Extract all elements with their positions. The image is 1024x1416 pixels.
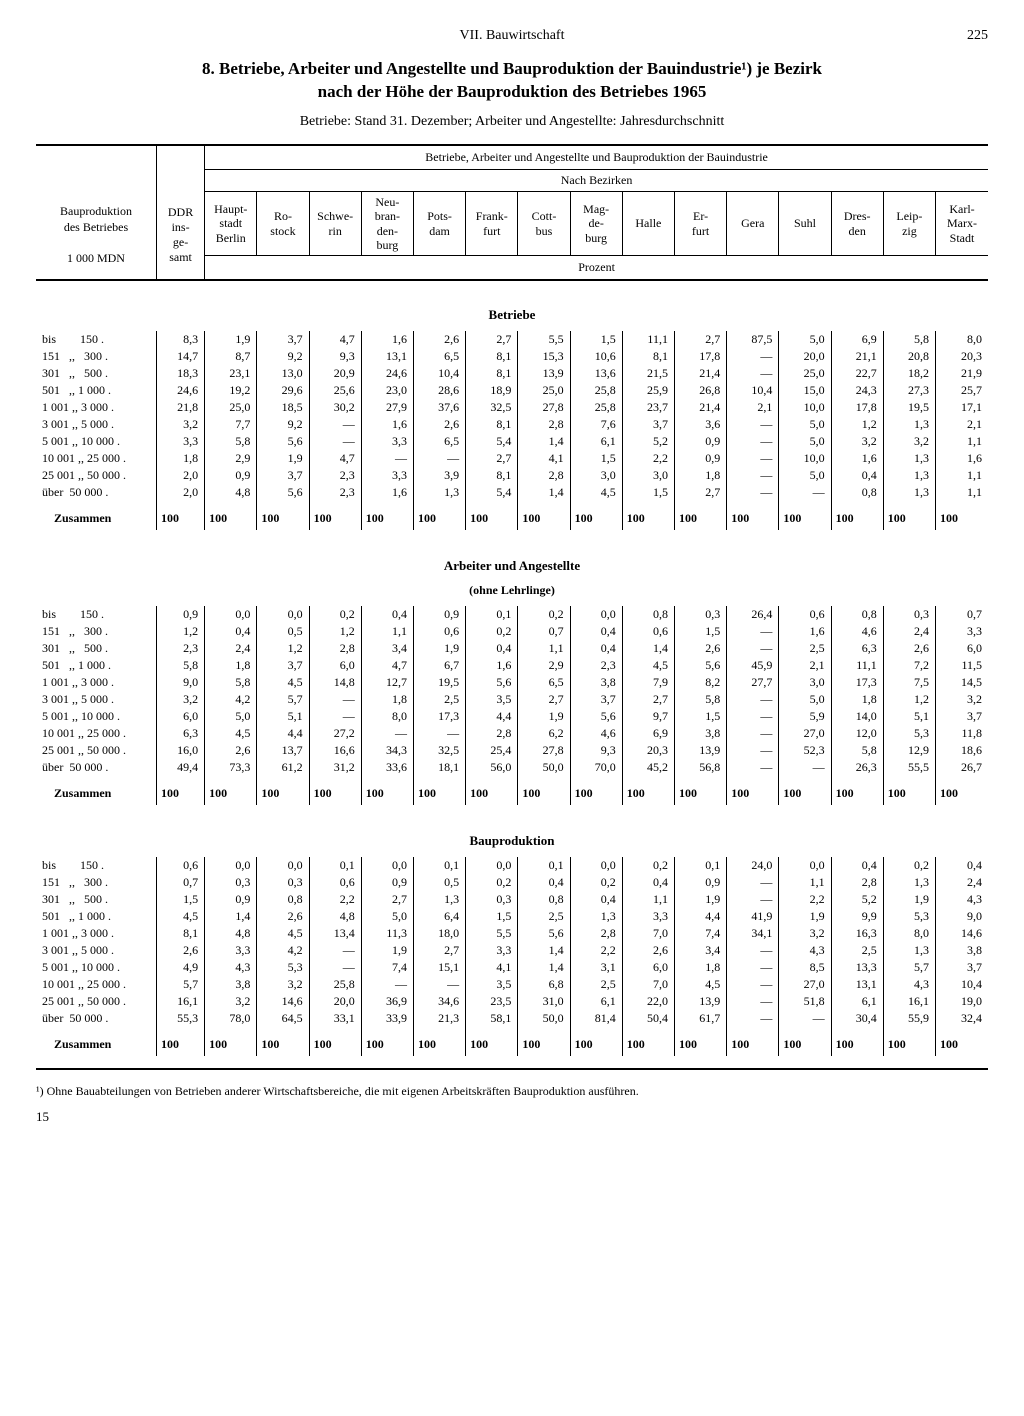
table-row: 3 001 ,, 5 000 .3,24,25,7—1,82,53,52,73,… [36, 691, 988, 708]
table-row: bis 150 .0,60,00,00,10,00,10,00,10,00,20… [36, 857, 988, 874]
table-row: 151 ,, 300 .1,20,40,51,21,10,60,20,70,40… [36, 623, 988, 640]
page-number: 225 [948, 28, 988, 44]
table-row: bis 150 .8,31,93,74,71,62,62,75,51,511,1… [36, 331, 988, 348]
table-row: 5 001 ,, 10 000 .3,35,85,6—3,36,55,41,46… [36, 433, 988, 450]
table-row: 25 001 ,, 50 000 .16,02,613,716,634,332,… [36, 742, 988, 759]
table-row: 151 ,, 300 .0,70,30,30,60,90,50,20,40,20… [36, 874, 988, 891]
table-row: 301 ,, 500 .2,32,41,22,83,41,90,41,10,41… [36, 640, 988, 657]
table-row: 1 001 ,, 3 000 .21,825,018,530,227,937,6… [36, 399, 988, 416]
footnote: ¹) Ohne Bauabteilungen von Betrieben and… [36, 1084, 988, 1099]
table-row: bis 150 .0,90,00,00,20,40,90,10,20,00,80… [36, 606, 988, 623]
table-row: über 50 000 .2,04,85,62,31,61,35,41,44,5… [36, 484, 988, 501]
table-row: 3 001 ,, 5 000 .3,27,79,2—1,62,68,12,87,… [36, 416, 988, 433]
table-row: 501 ,, 1 000 .24,619,229,625,623,028,618… [36, 382, 988, 399]
table-row: 10 001 ,, 25 000 .6,34,54,427,2——2,86,24… [36, 725, 988, 742]
chapter-title: VII. Bauwirtschaft [76, 28, 948, 44]
table-row: 10 001 ,, 25 000 .1,82,91,94,7——2,74,11,… [36, 450, 988, 467]
table-row: 1 001 ,, 3 000 .9,05,84,514,812,719,55,6… [36, 674, 988, 691]
table-row: 25 001 ,, 50 000 .2,00,93,72,33,33,98,12… [36, 467, 988, 484]
table-row: 301 ,, 500 .18,323,113,020,924,610,48,11… [36, 365, 988, 382]
table-row: 10 001 ,, 25 000 .5,73,83,225,8——3,56,82… [36, 976, 988, 993]
table-row: über 50 000 .49,473,361,231,233,618,156,… [36, 759, 988, 776]
data-table: Betriebe, Arbeiter und Angestellte und B… [36, 144, 988, 1071]
table-row: 25 001 ,, 50 000 .16,13,214,620,036,934,… [36, 993, 988, 1010]
table-row: 501 ,, 1 000 .5,81,83,76,04,76,71,62,92,… [36, 657, 988, 674]
table-row: 1 001 ,, 3 000 .8,14,84,513,411,318,05,5… [36, 925, 988, 942]
table-title: 8. Betriebe, Arbeiter und Angestellte un… [36, 58, 988, 104]
sheet-number: 15 [36, 1109, 988, 1125]
table-row: 3 001 ,, 5 000 .2,63,34,2—1,92,73,31,42,… [36, 942, 988, 959]
table-row: 501 ,, 1 000 .4,51,42,64,85,06,41,52,51,… [36, 908, 988, 925]
page-header: VII. Bauwirtschaft 225 [36, 28, 988, 44]
table-subtitle: Betriebe: Stand 31. Dezember; Arbeiter u… [36, 114, 988, 130]
table-row: 5 001 ,, 10 000 .6,05,05,1—8,017,34,41,9… [36, 708, 988, 725]
table-row: 5 001 ,, 10 000 .4,94,35,3—7,415,14,11,4… [36, 959, 988, 976]
table-row: über 50 000 .55,378,064,533,133,921,358,… [36, 1010, 988, 1027]
table-row: 301 ,, 500 .1,50,90,82,22,71,30,30,80,41… [36, 891, 988, 908]
table-row: 151 ,, 300 .14,78,79,29,313,16,58,115,31… [36, 348, 988, 365]
